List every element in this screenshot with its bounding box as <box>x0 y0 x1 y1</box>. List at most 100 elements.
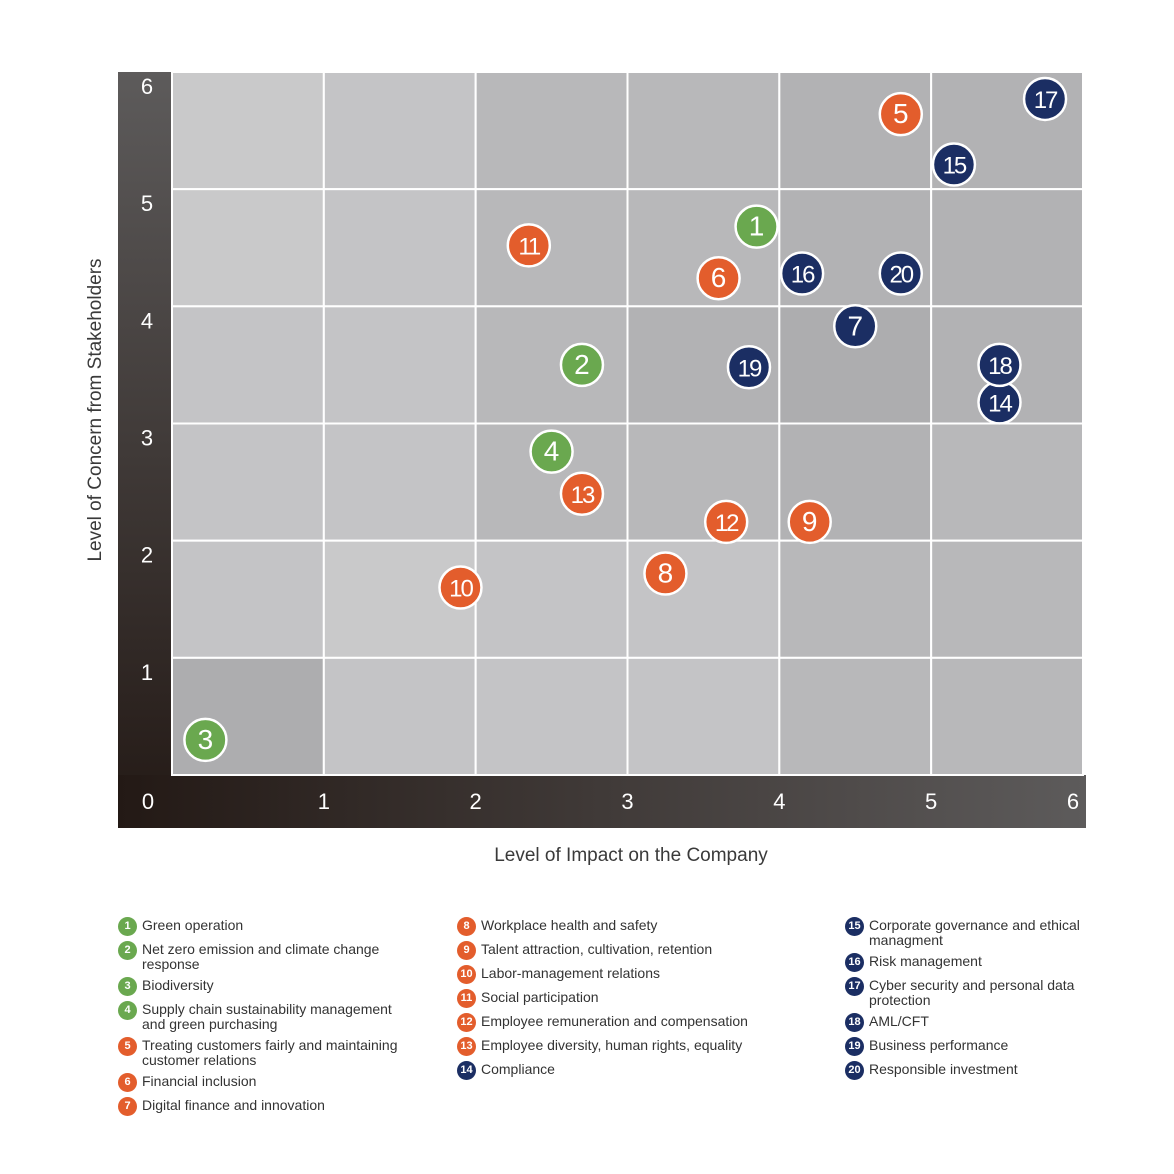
legend-badge: 2 <box>118 941 137 960</box>
y-tick-label: 6 <box>141 74 153 99</box>
data-point-label: 3 <box>198 724 214 755</box>
grid-cell <box>474 305 629 425</box>
data-point-13: 13 <box>559 471 605 517</box>
legend-badge: 1 <box>118 917 137 936</box>
data-point-10: 10 <box>438 565 483 610</box>
legend-badge: 16 <box>845 953 864 972</box>
legend-item-3: 3 Biodiversity <box>118 977 408 996</box>
data-point-18: 18 <box>977 342 1022 388</box>
data-point-label: 17 <box>1034 87 1058 114</box>
legend-label: Biodiversity <box>142 977 214 993</box>
grid-cell <box>474 188 629 308</box>
data-point-marker <box>559 342 605 388</box>
grid-cell <box>322 305 477 425</box>
data-point-9: 9 <box>787 499 832 545</box>
data-point-marker <box>183 717 228 763</box>
legend-label: Treating customers fairly and maintainin… <box>142 1037 398 1068</box>
data-point-7: 7 <box>833 304 878 349</box>
grid-cell <box>322 71 477 191</box>
data-point-marker <box>643 551 688 596</box>
grid-cell <box>171 539 325 659</box>
x-tick-label: 1 <box>318 789 330 814</box>
legend-label: Social participation <box>481 989 599 1005</box>
x-tick-label: 4 <box>773 789 785 814</box>
data-point-label: 20 <box>889 262 913 289</box>
legend-label: Green operation <box>142 917 244 933</box>
grid-cell <box>626 656 781 776</box>
legend-item-12: 12 Employee remuneration and compensation <box>457 1013 807 1032</box>
data-point-11: 11 <box>506 223 552 268</box>
legend-label: Supply chain sustainability management a… <box>142 1001 392 1032</box>
legend-item-19: 19 Business performance <box>845 1037 1085 1056</box>
data-point-marker <box>734 204 779 249</box>
legend-label: Employee diversity, human rights, equali… <box>481 1037 743 1053</box>
data-point-marker <box>726 345 772 390</box>
grid-cell <box>474 539 629 659</box>
data-point-label: 2 <box>574 349 590 380</box>
legend-badge: 20 <box>845 1061 864 1080</box>
legend-label: Risk management <box>869 953 982 969</box>
legend-item-1: 1 Green operation <box>118 917 408 936</box>
legend-badge: 11 <box>457 989 476 1008</box>
legend-badge: 18 <box>845 1013 864 1032</box>
data-point-marker <box>878 91 924 137</box>
grid-cell <box>930 422 1085 542</box>
x-axis-bar <box>118 775 1086 828</box>
grid-cell <box>474 71 629 191</box>
legend-badge: 19 <box>845 1037 864 1056</box>
legend-label: Corporate governance and ethical managme… <box>869 917 1080 948</box>
data-point-4: 4 <box>529 429 574 474</box>
legend-item-15: 15 Corporate governance and ethical manag… <box>845 917 1085 948</box>
legend-item-11: 11 Social participation <box>457 989 807 1008</box>
legend-label: Net zero emission and climate change res… <box>142 941 380 972</box>
data-point-label: 11 <box>518 233 541 260</box>
legend-item-10: 10 Labor-management relations <box>457 965 807 984</box>
y-tick-label: 5 <box>141 191 153 216</box>
data-point-3: 3 <box>183 717 228 763</box>
grid-cell <box>171 71 325 191</box>
grid-cell <box>778 656 933 776</box>
x-tick-label: 5 <box>925 789 937 814</box>
data-point-2: 2 <box>559 342 605 388</box>
data-point-1: 1 <box>734 204 779 249</box>
legend-badge: 9 <box>457 941 476 960</box>
data-point-marker <box>696 255 741 301</box>
legend-badge: 3 <box>118 977 137 996</box>
legend-item-5: 5 Treating customers fairly and maintaini… <box>118 1037 408 1068</box>
legend-label: Cyber security and personal data protect… <box>869 977 1075 1008</box>
data-point-label: 4 <box>544 436 560 467</box>
data-point-label: 19 <box>738 355 762 382</box>
x-tick-label: 0 <box>142 789 154 814</box>
data-point-marker <box>787 499 832 545</box>
grid-cell <box>930 539 1085 659</box>
legend-label: Compliance <box>481 1061 555 1077</box>
legend-badge: 13 <box>457 1037 476 1056</box>
data-point-marker <box>506 223 552 268</box>
data-point-label: 9 <box>802 506 818 537</box>
legend-column-1: 1 Green operation 2 Net zero emission and c… <box>118 917 408 1122</box>
grid-cell <box>171 305 325 425</box>
legend-label: Business performance <box>869 1037 1009 1053</box>
data-point-marker <box>779 251 825 296</box>
data-point-14: 14 <box>977 380 1022 425</box>
data-point-12: 12 <box>703 499 749 545</box>
legend-label: Financial inclusion <box>142 1073 257 1089</box>
legend-item-8: 8 Workplace health and safety <box>457 917 807 936</box>
legend-badge: 12 <box>457 1013 476 1032</box>
data-point-marker <box>878 251 924 296</box>
grid-cell <box>930 188 1085 308</box>
grid-cell <box>778 539 933 659</box>
legend-item-17: 17 Cyber security and personal data prote… <box>845 977 1085 1008</box>
legend-column-3: 15 Corporate governance and ethical manag… <box>845 917 1085 1086</box>
legend-item-6: 6 Financial inclusion <box>118 1073 408 1092</box>
y-tick-label: 4 <box>141 308 153 333</box>
y-axis-bar <box>118 72 172 828</box>
legend-item-13: 13 Employee diversity, human rights, equa… <box>457 1037 807 1056</box>
data-point-marker <box>833 304 878 349</box>
legend-item-16: 16 Risk management <box>845 953 1085 972</box>
grid-cell <box>322 656 477 776</box>
data-point-marker <box>703 499 749 545</box>
data-point-label: 14 <box>988 390 1012 417</box>
legend-label: Talent attraction, cultivation, retentio… <box>481 941 713 957</box>
